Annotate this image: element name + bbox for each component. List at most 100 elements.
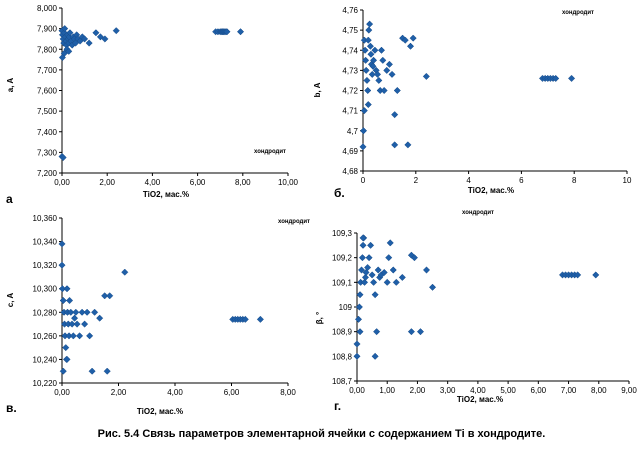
- data-point: [61, 25, 69, 33]
- data-point: [65, 296, 74, 305]
- data-point: [63, 355, 71, 363]
- data-point: [72, 308, 80, 316]
- series-annotation: хондродит: [562, 10, 594, 16]
- data-point: [354, 315, 363, 323]
- series-annotation: хондродит: [278, 219, 310, 225]
- data-point: [63, 285, 71, 293]
- data-point: [362, 56, 370, 64]
- y-tick-label: 4,76: [342, 6, 358, 15]
- x-tick-label: 2,00: [410, 386, 426, 395]
- data-point: [59, 367, 67, 375]
- x-tick-label: 4,00: [470, 386, 486, 395]
- x-tick-label: 2,00: [99, 178, 115, 187]
- data-point: [71, 314, 79, 322]
- panel-label: б.: [334, 186, 345, 200]
- y-tick-label: 7,600: [37, 87, 58, 96]
- x-tick-label: 0: [361, 176, 366, 185]
- data-point: [66, 29, 74, 37]
- data-point: [366, 20, 374, 28]
- panel-label: а: [6, 192, 13, 206]
- data-point: [369, 62, 377, 70]
- y-axis-title: b, A: [313, 82, 322, 97]
- data-point: [383, 66, 391, 74]
- data-point: [353, 340, 361, 348]
- x-axis-title: TiO2, мас.%: [143, 190, 189, 199]
- data-point: [364, 101, 372, 109]
- x-tick-label: 6: [519, 176, 524, 185]
- data-point: [380, 268, 388, 277]
- data-point: [58, 240, 66, 248]
- data-point: [363, 76, 371, 84]
- data-point: [370, 278, 378, 286]
- data-point: [355, 303, 363, 311]
- x-tick-label: 8,00: [280, 388, 296, 397]
- data-point: [574, 271, 582, 279]
- data-point: [76, 332, 84, 340]
- x-tick-label: 10,00: [278, 178, 299, 187]
- data-point: [361, 46, 369, 54]
- data-point: [58, 261, 66, 269]
- data-point: [552, 74, 560, 82]
- data-point: [592, 271, 600, 279]
- x-tick-label: 4,00: [167, 388, 183, 397]
- data-point: [364, 36, 372, 44]
- data-point: [364, 263, 372, 272]
- data-point: [370, 56, 378, 64]
- y-tick-label: 10,300: [33, 285, 58, 294]
- data-point: [223, 28, 231, 36]
- data-point: [357, 266, 366, 274]
- data-point: [103, 367, 111, 375]
- data-point: [366, 42, 374, 50]
- y-tick-label: 109,1: [332, 278, 353, 287]
- data-point: [59, 296, 67, 305]
- y-tick-label: 10,240: [33, 355, 58, 364]
- data-point: [359, 143, 367, 151]
- y-tick-label: 4,74: [342, 46, 358, 55]
- series-annotation: хондродит: [254, 149, 286, 155]
- x-tick-label: 7,00: [561, 386, 577, 395]
- data-point: [385, 60, 393, 68]
- data-point: [88, 367, 96, 375]
- data-point: [241, 315, 249, 323]
- y-tick-label: 10,280: [33, 308, 58, 317]
- y-tick-label: 4,68: [342, 167, 358, 176]
- y-tick-label: 7,900: [37, 25, 58, 34]
- y-tick-label: 7,300: [37, 148, 58, 157]
- data-point: [429, 283, 437, 291]
- data-point: [383, 278, 391, 286]
- y-tick-label: 4,7: [347, 127, 359, 136]
- data-point: [385, 254, 393, 262]
- x-tick-label: 5,00: [500, 386, 516, 395]
- x-tick-label: 0,00: [54, 388, 70, 397]
- data-point: [85, 39, 93, 47]
- data-point: [404, 141, 412, 149]
- data-point: [356, 291, 364, 299]
- data-point: [73, 320, 81, 328]
- x-axis-title: TiO2, мас.%: [468, 186, 514, 195]
- data-point: [112, 27, 120, 35]
- figure-caption: Рис. 5.4 Связь параметров элементарной я…: [97, 428, 546, 440]
- data-point: [422, 266, 431, 274]
- x-tick-label: 6,00: [190, 178, 206, 187]
- data-point: [380, 86, 388, 95]
- y-tick-label: 10,260: [33, 332, 58, 341]
- data-point: [416, 328, 425, 336]
- data-point: [373, 328, 381, 336]
- data-point: [121, 268, 129, 276]
- y-tick-label: 108,9: [332, 328, 353, 337]
- x-axis-title: TiO2, мас.%: [137, 407, 183, 416]
- y-tick-label: 4,73: [342, 66, 358, 75]
- data-point: [62, 344, 70, 352]
- data-point: [406, 42, 415, 50]
- y-tick-label: 7,500: [37, 107, 58, 116]
- y-axis-title: c, A: [6, 293, 15, 308]
- data-point: [236, 28, 245, 36]
- y-tick-label: 4,75: [342, 26, 358, 35]
- y-tick-label: 4,72: [342, 87, 358, 96]
- y-axis-title: a, A: [6, 78, 15, 93]
- panel-label: в.: [6, 401, 17, 415]
- data-point: [386, 239, 394, 247]
- y-tick-label: 7,400: [37, 128, 58, 137]
- data-point: [78, 308, 86, 316]
